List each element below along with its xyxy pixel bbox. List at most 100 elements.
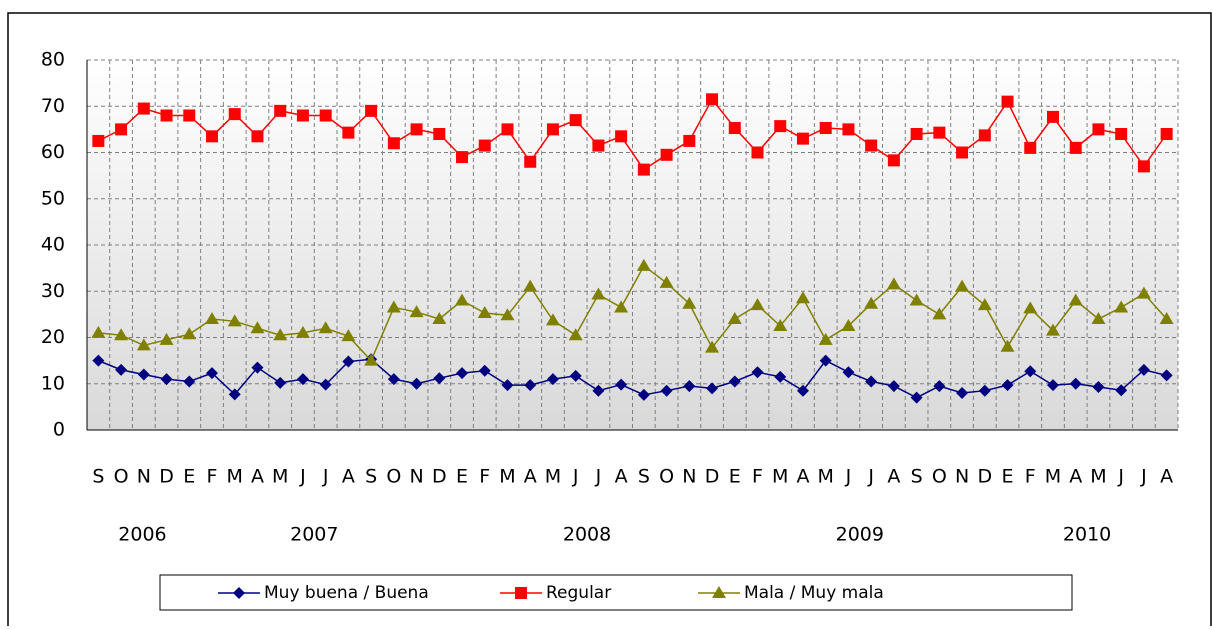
x-tick-label: M bbox=[1090, 466, 1106, 488]
marker bbox=[92, 134, 105, 147]
marker bbox=[956, 387, 969, 399]
x-tick-label: J bbox=[845, 466, 852, 488]
x-tick-label: S bbox=[638, 466, 650, 488]
x-tick-label: S bbox=[365, 466, 377, 488]
year-label: 2010 bbox=[1063, 524, 1111, 546]
marker bbox=[819, 354, 832, 367]
marker bbox=[728, 375, 741, 388]
marker bbox=[251, 361, 264, 374]
x-tick-label: J bbox=[595, 466, 602, 488]
y-tick-label: 60 bbox=[41, 141, 65, 163]
marker bbox=[1001, 95, 1014, 108]
x-tick-label: F bbox=[752, 466, 763, 488]
marker bbox=[1114, 300, 1129, 313]
marker bbox=[1069, 141, 1082, 154]
marker bbox=[545, 313, 560, 326]
marker bbox=[842, 366, 855, 379]
marker bbox=[183, 375, 196, 388]
marker bbox=[501, 123, 514, 136]
series-line bbox=[98, 264, 1168, 362]
marker bbox=[977, 298, 992, 311]
marker bbox=[433, 372, 446, 385]
marker bbox=[1092, 380, 1105, 393]
legend-label: Muy buena / Buena bbox=[264, 583, 429, 603]
marker bbox=[1045, 323, 1060, 336]
marker bbox=[660, 148, 673, 161]
marker bbox=[92, 354, 105, 367]
marker bbox=[910, 128, 923, 140]
marker bbox=[569, 369, 582, 382]
y-tick-label: 40 bbox=[41, 234, 65, 256]
marker bbox=[274, 376, 287, 389]
marker bbox=[500, 308, 515, 321]
marker bbox=[1069, 377, 1082, 390]
marker bbox=[1091, 312, 1106, 324]
marker bbox=[1137, 363, 1150, 376]
marker bbox=[568, 328, 583, 341]
marker bbox=[864, 296, 879, 309]
marker bbox=[750, 298, 765, 311]
marker bbox=[1159, 312, 1174, 324]
x-tick-label: E bbox=[1002, 466, 1014, 488]
marker bbox=[115, 363, 128, 376]
marker bbox=[206, 130, 219, 143]
x-tick-label: O bbox=[386, 466, 401, 488]
x-tick-label: D bbox=[432, 466, 447, 488]
y-tick-label: 0 bbox=[53, 419, 65, 441]
marker bbox=[296, 109, 309, 122]
x-tick-label: O bbox=[114, 466, 129, 488]
marker bbox=[1023, 301, 1038, 314]
marker bbox=[1000, 339, 1015, 352]
marker bbox=[387, 137, 400, 150]
x-tick-label: E bbox=[729, 466, 741, 488]
x-tick-label: J bbox=[1117, 466, 1124, 488]
x-tick-label: A bbox=[251, 466, 264, 488]
year-label: 2008 bbox=[563, 524, 611, 546]
marker bbox=[933, 380, 946, 393]
marker bbox=[274, 104, 287, 117]
marker bbox=[1160, 128, 1173, 140]
x-tick-label: O bbox=[932, 466, 947, 488]
year-label: 2006 bbox=[118, 524, 166, 546]
marker bbox=[409, 305, 424, 318]
marker bbox=[342, 355, 355, 368]
marker bbox=[251, 130, 264, 143]
marker bbox=[978, 129, 991, 142]
y-tick-label: 50 bbox=[41, 187, 65, 209]
marker bbox=[660, 384, 673, 397]
x-tick-label: A bbox=[1160, 466, 1173, 488]
x-tick-label: M bbox=[499, 466, 515, 488]
legend-label: Mala / Muy mala bbox=[744, 583, 884, 603]
marker bbox=[819, 121, 832, 134]
marker bbox=[205, 312, 220, 324]
marker bbox=[160, 373, 173, 386]
marker bbox=[705, 340, 720, 353]
marker bbox=[592, 384, 605, 397]
x-tick-label: N bbox=[137, 466, 151, 488]
marker bbox=[455, 293, 470, 306]
marker bbox=[410, 377, 423, 390]
x-tick-label: M bbox=[545, 466, 561, 488]
marker bbox=[706, 93, 719, 106]
marker bbox=[712, 586, 726, 598]
marker bbox=[865, 375, 878, 388]
marker bbox=[637, 163, 650, 176]
legend-label: Regular bbox=[546, 583, 611, 603]
marker bbox=[774, 120, 787, 133]
marker bbox=[796, 384, 809, 397]
x-tick-label: D bbox=[159, 466, 174, 488]
marker bbox=[909, 293, 924, 306]
marker bbox=[206, 367, 219, 380]
x-tick-label: E bbox=[456, 466, 468, 488]
marker bbox=[227, 314, 242, 327]
x-tick-label: A bbox=[887, 466, 900, 488]
marker bbox=[477, 305, 492, 318]
marker bbox=[1024, 141, 1037, 154]
y-tick-label: 10 bbox=[41, 372, 65, 394]
marker bbox=[910, 391, 923, 404]
marker bbox=[114, 328, 129, 341]
marker bbox=[683, 134, 696, 147]
x-tick-label: J bbox=[1140, 466, 1147, 488]
x-tick-label: S bbox=[911, 466, 923, 488]
marker bbox=[364, 353, 379, 366]
